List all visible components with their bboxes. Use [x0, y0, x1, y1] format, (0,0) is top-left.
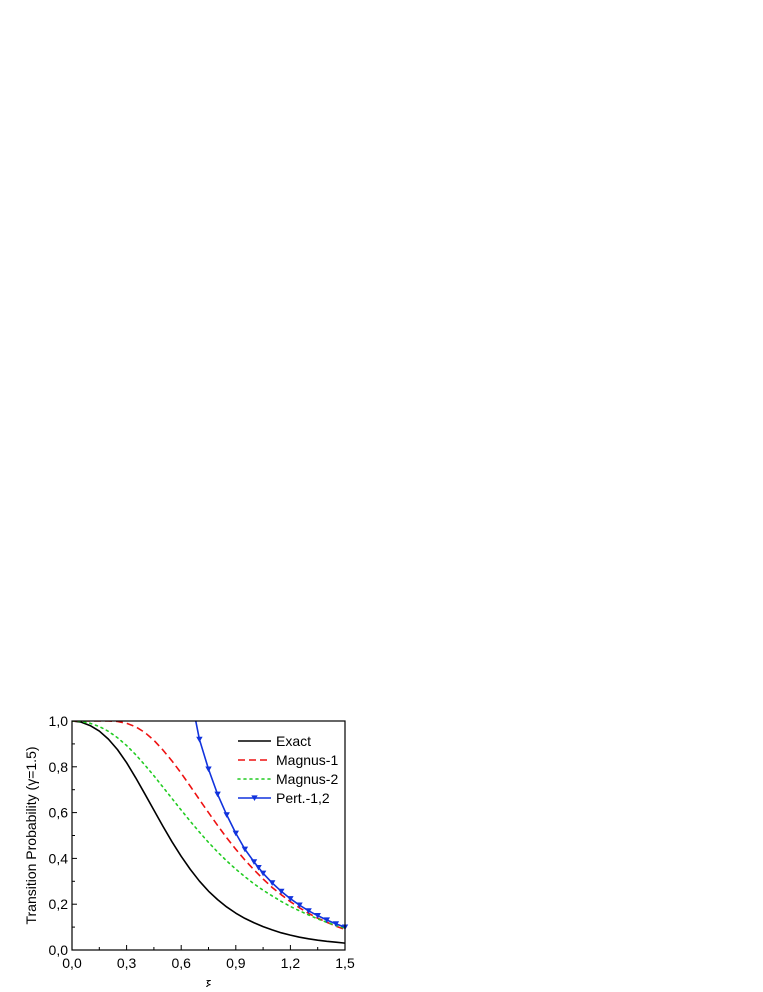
series-marker-pert-1-2-15	[323, 917, 330, 924]
series-line-pert-1-2	[194, 721, 345, 928]
series-line-exact	[72, 721, 345, 944]
series-line-magnus-2	[72, 721, 345, 930]
x-tick-label-3: 0,9	[226, 955, 246, 971]
series-marker-pert-1-2-7	[255, 864, 262, 871]
series-marker-pert-1-2-2	[214, 791, 221, 798]
series-marker-pert-1-2-11	[287, 896, 294, 902]
y-tick-label-4: 0,8	[49, 759, 69, 775]
series-marker-pert-1-2-5	[241, 846, 249, 853]
series-marker-pert-1-2-16	[332, 921, 340, 927]
y-tick-label-2: 0,4	[49, 850, 69, 866]
x-tick-label-1: 0,3	[117, 955, 137, 971]
y-axis-label: Transition Probability (γ=1.5)	[23, 746, 39, 924]
tick-layer	[71, 720, 346, 951]
y-tick-label-0: 0,0	[49, 942, 69, 958]
legend-label-pert-1-2: Pert.-1,2	[276, 790, 330, 806]
y-tick-label-1: 0,2	[49, 896, 69, 912]
y-tick-label-5: 1,0	[49, 713, 69, 729]
label-layer: 0,0 0,3 0,6 0,9 1,2 1,5 0,0 0,2 0,4 0,6 0,8 1,0 ξ Tra…	[23, 713, 355, 992]
series-marker-pert-1-2-14	[314, 913, 321, 919]
y-tick-label-3: 0,6	[49, 805, 69, 821]
x-tick-label-0: 0,0	[62, 955, 82, 971]
x-tick-label-4: 1,2	[281, 955, 301, 971]
legend: Exact Magnus-1 Magnus-2 Pert.-1,2	[237, 733, 338, 806]
series-marker-pert-1-2-9	[269, 880, 276, 886]
x-tick-label-5: 1,5	[335, 955, 355, 971]
legend-label-magnus-2: Magnus-2	[276, 771, 338, 787]
x-axis-label: ξ	[205, 977, 211, 987]
series-marker-pert-1-2-3	[223, 812, 230, 818]
series-marker-pert-1-2-12	[296, 902, 303, 909]
legend-label-exact: Exact	[276, 733, 311, 749]
marker-layer	[196, 736, 349, 931]
series-marker-pert-1-2-8	[259, 870, 267, 877]
legend-label-magnus-1: Magnus-1	[276, 752, 338, 768]
series-marker-pert-1-2-13	[305, 908, 312, 914]
series-marker-pert-1-2-0	[196, 736, 203, 743]
x-tick-label-2: 0,6	[171, 955, 191, 971]
legend-marker-pert-1-2	[251, 795, 258, 801]
series-marker-pert-1-2-6	[250, 859, 258, 865]
series-marker-pert-1-2-4	[232, 830, 239, 837]
series-marker-pert-1-2-1	[205, 766, 212, 773]
series-marker-pert-1-2-10	[278, 888, 285, 895]
